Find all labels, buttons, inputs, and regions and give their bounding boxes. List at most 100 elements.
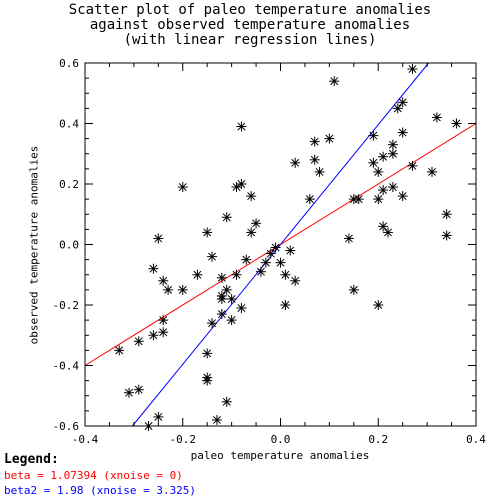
data-point <box>348 284 359 295</box>
data-point <box>207 318 218 329</box>
data-point <box>133 384 144 395</box>
data-point <box>133 336 144 347</box>
x-axis-label: paleo temperature anomalies <box>190 449 370 462</box>
data-point <box>216 272 227 283</box>
data-point <box>158 315 169 326</box>
data-point <box>207 251 218 262</box>
data-point <box>343 233 354 244</box>
x-tick-label: -0.2 <box>170 433 197 446</box>
x-tick-label: 0.2 <box>368 433 388 446</box>
regression-line-2 <box>132 62 429 427</box>
chart-title-line-3: (with linear regression lines) <box>123 32 377 48</box>
data-point <box>314 166 325 177</box>
legend-entry-beta: beta = 1.07394 (xnoise = 0) <box>4 469 183 482</box>
data-point <box>407 160 418 171</box>
data-point <box>441 209 452 220</box>
data-point <box>260 257 271 268</box>
y-tick-label: -0.6 <box>53 420 80 433</box>
y-tick-label: -0.4 <box>53 360 80 373</box>
data-point <box>231 182 242 193</box>
data-point <box>163 284 174 295</box>
data-point <box>177 284 188 295</box>
y-tick-label: 0.4 <box>59 118 79 131</box>
data-point <box>236 303 247 314</box>
data-point <box>290 275 301 286</box>
data-point <box>236 121 247 132</box>
data-point <box>114 345 125 356</box>
data-point <box>304 194 315 205</box>
data-point <box>265 248 276 259</box>
data-point <box>397 127 408 138</box>
data-point <box>378 185 389 196</box>
data-point <box>202 227 213 238</box>
data-point <box>216 290 227 301</box>
data-point <box>397 191 408 202</box>
data-point <box>383 227 394 238</box>
data-point <box>280 300 291 310</box>
data-point <box>202 375 213 386</box>
data-point <box>246 191 257 202</box>
data-point <box>397 97 408 108</box>
data-point <box>221 212 232 223</box>
data-point <box>231 269 242 280</box>
y-tick-label: 0.2 <box>59 178 79 191</box>
data-point <box>309 136 320 147</box>
y-tick-label: -0.2 <box>53 299 80 312</box>
data-point <box>211 414 222 425</box>
data-point <box>324 133 335 144</box>
y-axis-label: observed temperature anomalies <box>27 145 41 345</box>
data-point <box>431 112 442 123</box>
data-point <box>441 230 452 241</box>
data-point <box>280 269 291 280</box>
data-point <box>255 266 266 277</box>
data-point <box>226 315 237 326</box>
x-tick-label: -0.4 <box>72 433 99 446</box>
data-point <box>246 227 257 238</box>
data-point <box>153 233 164 244</box>
data-point <box>387 139 398 150</box>
data-point <box>378 151 389 162</box>
data-point <box>427 166 438 177</box>
data-point <box>192 269 203 280</box>
y-tick-label: 0.0 <box>59 239 79 252</box>
data-point <box>290 157 301 168</box>
data-point <box>329 76 340 87</box>
data-point <box>153 411 164 422</box>
data-point <box>202 348 213 359</box>
data-point <box>241 254 252 265</box>
data-point <box>123 387 134 398</box>
data-point <box>285 245 296 256</box>
data-point <box>373 300 384 310</box>
data-point <box>251 218 262 229</box>
data-point <box>392 103 403 114</box>
data-point <box>378 221 389 232</box>
x-tick-label: 0.0 <box>271 433 291 446</box>
data-point <box>158 275 169 286</box>
data-point <box>348 194 359 205</box>
data-point <box>373 194 384 205</box>
chart-title-line-2: against observed temperature anomalies <box>89 17 411 33</box>
data-point <box>387 182 398 193</box>
data-point <box>216 309 227 320</box>
y-tick-label: 0.6 <box>59 57 79 70</box>
data-point <box>387 148 398 159</box>
legend-entry-beta2: beta2 = 1.98 (xnoise = 3.325) <box>4 484 197 497</box>
data-point <box>158 327 169 338</box>
data-point <box>407 64 418 75</box>
data-point <box>221 396 232 407</box>
data-point <box>148 330 159 341</box>
x-tick-label: 0.4 <box>466 433 486 446</box>
data-point <box>148 263 159 274</box>
legend-title: Legend: <box>4 452 59 467</box>
data-point <box>368 157 379 168</box>
data-point <box>451 118 462 129</box>
chart-title-line-1: Scatter plot of paleo temperature anomal… <box>68 2 432 18</box>
data-point <box>373 166 384 177</box>
data-point <box>275 257 286 268</box>
data-point <box>177 182 188 193</box>
data-point <box>226 293 237 304</box>
data-point <box>270 242 281 253</box>
data-point <box>368 130 379 141</box>
data-point <box>309 154 320 165</box>
